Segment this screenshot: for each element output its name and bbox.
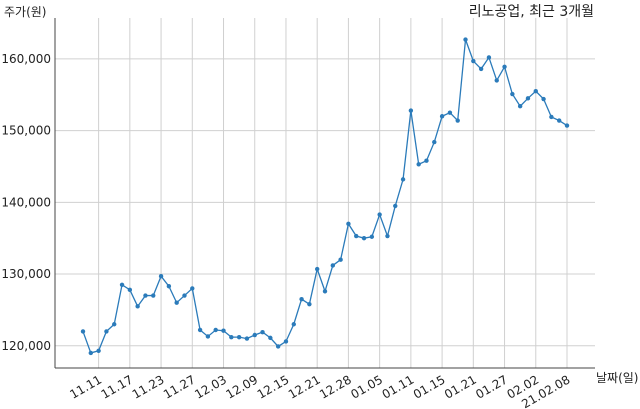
x-tick-label: 12.03 [192,372,229,401]
price-point [424,158,429,163]
price-point [88,350,94,356]
chart-title: 리노공업, 최근 3개월 [469,4,594,20]
price-point [564,123,570,128]
x-tick-label: 01.27 [473,372,510,401]
price-point [549,114,554,120]
price-point [486,55,492,60]
price-point [127,287,133,293]
x-axis-label: 날짜(일) [596,371,638,385]
x-tick-label: 11.23 [130,372,167,401]
price-point [158,273,164,279]
x-tick-label: 12.15 [255,372,292,401]
price-point [221,328,226,333]
price-point [96,348,101,353]
price-point [190,286,195,291]
price-point [471,58,476,64]
price-point [556,118,562,123]
price-point [244,336,250,341]
x-tick-label: 12.09 [223,372,260,401]
price-point [432,139,437,145]
price-point [361,235,367,241]
price-point [330,263,336,268]
price-point [525,96,531,101]
price-point [283,339,289,344]
price-point [322,289,328,294]
price-point [213,327,218,333]
x-tick-label: 01.21 [442,372,479,401]
x-tick-label: 11.17 [99,372,136,401]
price-point [174,300,179,305]
price-point [260,329,265,335]
price-point [166,284,172,289]
price-point [119,282,125,288]
y-tick-label: 130,000 [1,267,51,281]
price-point [533,88,538,94]
price-point [197,327,203,333]
price-point [377,212,382,217]
x-tick-label: 11.27 [161,372,198,401]
price-point [275,344,281,349]
price-point [517,104,523,109]
y-axis-label: 주가(원) [4,5,46,19]
y-tick-label: 150,000 [1,124,51,138]
price-point [205,334,211,339]
y-tick-label: 160,000 [1,52,51,66]
price-point [400,177,406,182]
x-tick-label: 01.11 [380,372,417,401]
price-point [291,322,296,327]
price-point [182,293,187,298]
x-tick-label: 01.15 [411,372,448,401]
price-point [502,64,507,69]
price-point [112,322,117,327]
price-point [307,301,312,307]
price-point [299,296,304,302]
y-tick-label: 140,000 [1,195,51,209]
x-tick-label: 12.21 [286,372,323,401]
price-point [135,304,140,309]
price-point [494,78,499,83]
y-tick-label: 120,000 [1,339,51,353]
price-point [416,162,421,167]
price-point [510,91,515,97]
price-point [393,203,398,209]
x-tick-label: 01.05 [348,372,385,401]
price-point [104,329,109,334]
price-point [346,221,351,227]
price-point [447,110,453,115]
price-point [338,257,343,262]
price-point [236,334,242,340]
price-point [408,108,414,113]
price-point [541,96,546,102]
price-point [455,118,460,123]
price-point [354,233,359,239]
x-tick-label: 11.11 [67,372,104,401]
price-point [252,332,257,338]
price-point [314,266,320,272]
price-point [478,66,484,72]
price-point [369,234,375,239]
price-point [463,37,468,42]
price-point [268,335,273,341]
price-point [151,293,156,298]
x-tick-label: 12.28 [317,372,354,401]
price-point [143,293,148,298]
price-point [385,233,390,239]
price-point [80,329,86,334]
price-line [82,39,568,354]
price-point [439,114,445,119]
price-point [229,334,234,340]
